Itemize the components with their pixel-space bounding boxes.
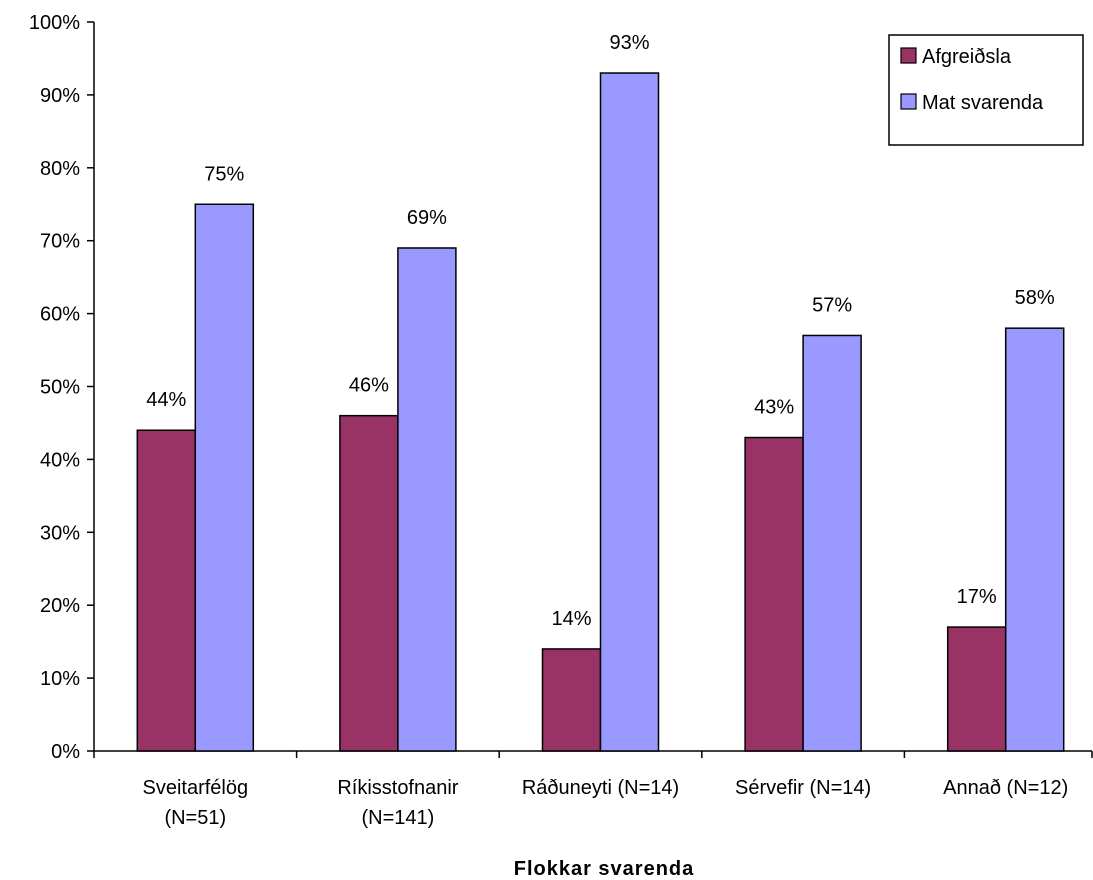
category-label: Ráðuneyti (N=14) xyxy=(522,777,679,799)
bar-afgreidsla xyxy=(946,626,1007,752)
category-label: Sveitarfélög (N=51) xyxy=(142,777,248,829)
y-tick-label: 90% xyxy=(40,85,80,107)
bar-mat-svarenda xyxy=(194,203,255,752)
data-label: 46% xyxy=(349,375,389,397)
bar-afgreidsla xyxy=(136,429,197,752)
legend-label: Afgreiðsla xyxy=(922,46,1012,68)
bar-mat-svarenda xyxy=(802,334,862,752)
y-axis: 0% 10% 20% 30% 40% 50% 60% 70% 80% 90% 100% xyxy=(29,12,95,763)
legend: Afgreiðsla Mat svarenda xyxy=(888,34,1084,146)
y-tick-label: 100% xyxy=(29,12,80,34)
y-tick-label: 20% xyxy=(40,595,80,617)
y-tick-label: 0% xyxy=(51,741,80,763)
data-label: 57% xyxy=(812,294,852,316)
data-label: 14% xyxy=(551,608,591,630)
category-label: Sérvefir (N=14) xyxy=(735,777,871,799)
y-tick-label: 60% xyxy=(40,304,80,326)
data-labels: 44% 75% 46% 69% 14% 93% 43% 57% 17% 58% xyxy=(146,32,1055,630)
data-label: 44% xyxy=(146,389,186,411)
y-tick-label: 80% xyxy=(40,158,80,180)
y-tick-label: 40% xyxy=(40,449,80,471)
bar-mat-svarenda xyxy=(599,72,660,752)
data-label: 93% xyxy=(609,32,649,54)
data-label: 69% xyxy=(407,207,447,229)
y-tick-label: 10% xyxy=(40,668,80,690)
data-label: 75% xyxy=(204,163,244,185)
y-tick-label: 30% xyxy=(40,522,80,544)
bar-afgreidsla xyxy=(339,414,399,752)
category-label: Ríkisstofnanir (N=141) xyxy=(337,777,458,829)
bar-afgreidsla xyxy=(541,648,602,752)
bar-mat-svarenda xyxy=(1004,327,1065,752)
x-axis-title: Flokkar svarenda xyxy=(514,858,695,880)
legend-swatch xyxy=(900,93,917,110)
y-tick-label: 50% xyxy=(40,377,80,399)
data-label: 17% xyxy=(957,586,997,608)
bar-afgreidsla xyxy=(744,436,804,752)
data-label: 58% xyxy=(1015,287,1055,309)
y-tick-label: 70% xyxy=(40,231,80,253)
data-label: 43% xyxy=(754,397,794,419)
legend-box xyxy=(888,34,1084,146)
x-axis: Sveitarfélög (N=51) Ríkisstofnanir (N=141) R… xyxy=(93,750,1093,829)
category-label: Annað (N=12) xyxy=(943,777,1068,799)
legend-label: Mat svarenda xyxy=(922,92,1044,114)
bar-mat-svarenda xyxy=(397,247,457,752)
legend-swatch xyxy=(900,47,917,64)
bars xyxy=(136,72,1065,752)
